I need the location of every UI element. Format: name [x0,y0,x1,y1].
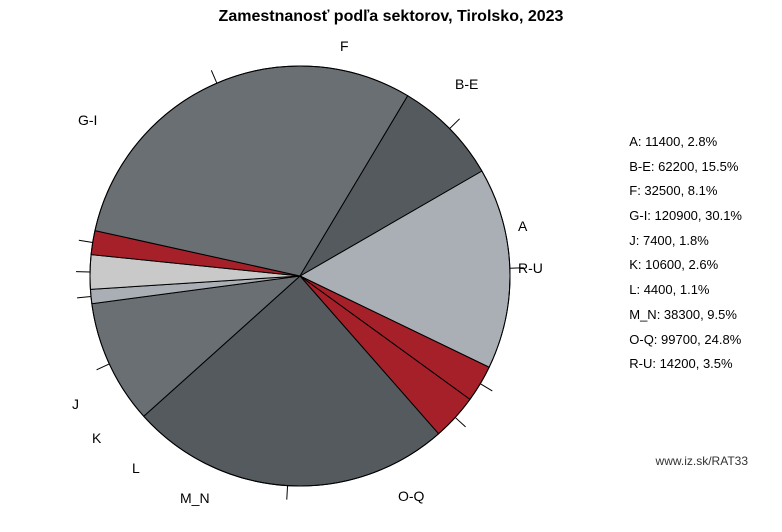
legend-row-F: F: 32500, 8.1% [629,179,742,204]
legend-row-A: A: 11400, 2.8% [629,130,742,155]
slice-label-L: L [132,460,140,476]
legend-row-M_N: M_N: 38300, 9.5% [629,303,742,328]
slice-label-R-U: R-U [518,260,543,276]
slice-label-O-Q: O-Q [398,488,424,504]
slice-label-F: F [340,38,349,54]
slice-label-A: A [518,218,527,234]
legend-row-G-I: G-I: 120900, 30.1% [629,204,742,229]
pie-chart: B-E A R-U O-Q M_N L K J G-I F [20,28,560,508]
legend-row-L: L: 4400, 1.1% [629,278,742,303]
legend: A: 11400, 2.8%B-E: 62200, 15.5%F: 32500,… [629,130,742,377]
legend-row-O-Q: O-Q: 99700, 24.8% [629,328,742,353]
slice-label-M_N: M_N [180,490,210,506]
slice-label-B-E: B-E [455,76,478,92]
slice-label-G-I: G-I [78,112,97,128]
slice-label-K: K [92,430,101,446]
legend-row-J: J: 7400, 1.8% [629,229,742,254]
slice-label-J: J [72,396,79,412]
legend-row-R-U: R-U: 14200, 3.5% [629,352,742,377]
chart-title: Zamestnanosť podľa sektorov, Tirolsko, 2… [0,8,782,26]
source-link[interactable]: www.iz.sk/RAT33 [656,454,748,468]
legend-row-B-E: B-E: 62200, 15.5% [629,155,742,180]
legend-row-K: K: 10600, 2.6% [629,253,742,278]
